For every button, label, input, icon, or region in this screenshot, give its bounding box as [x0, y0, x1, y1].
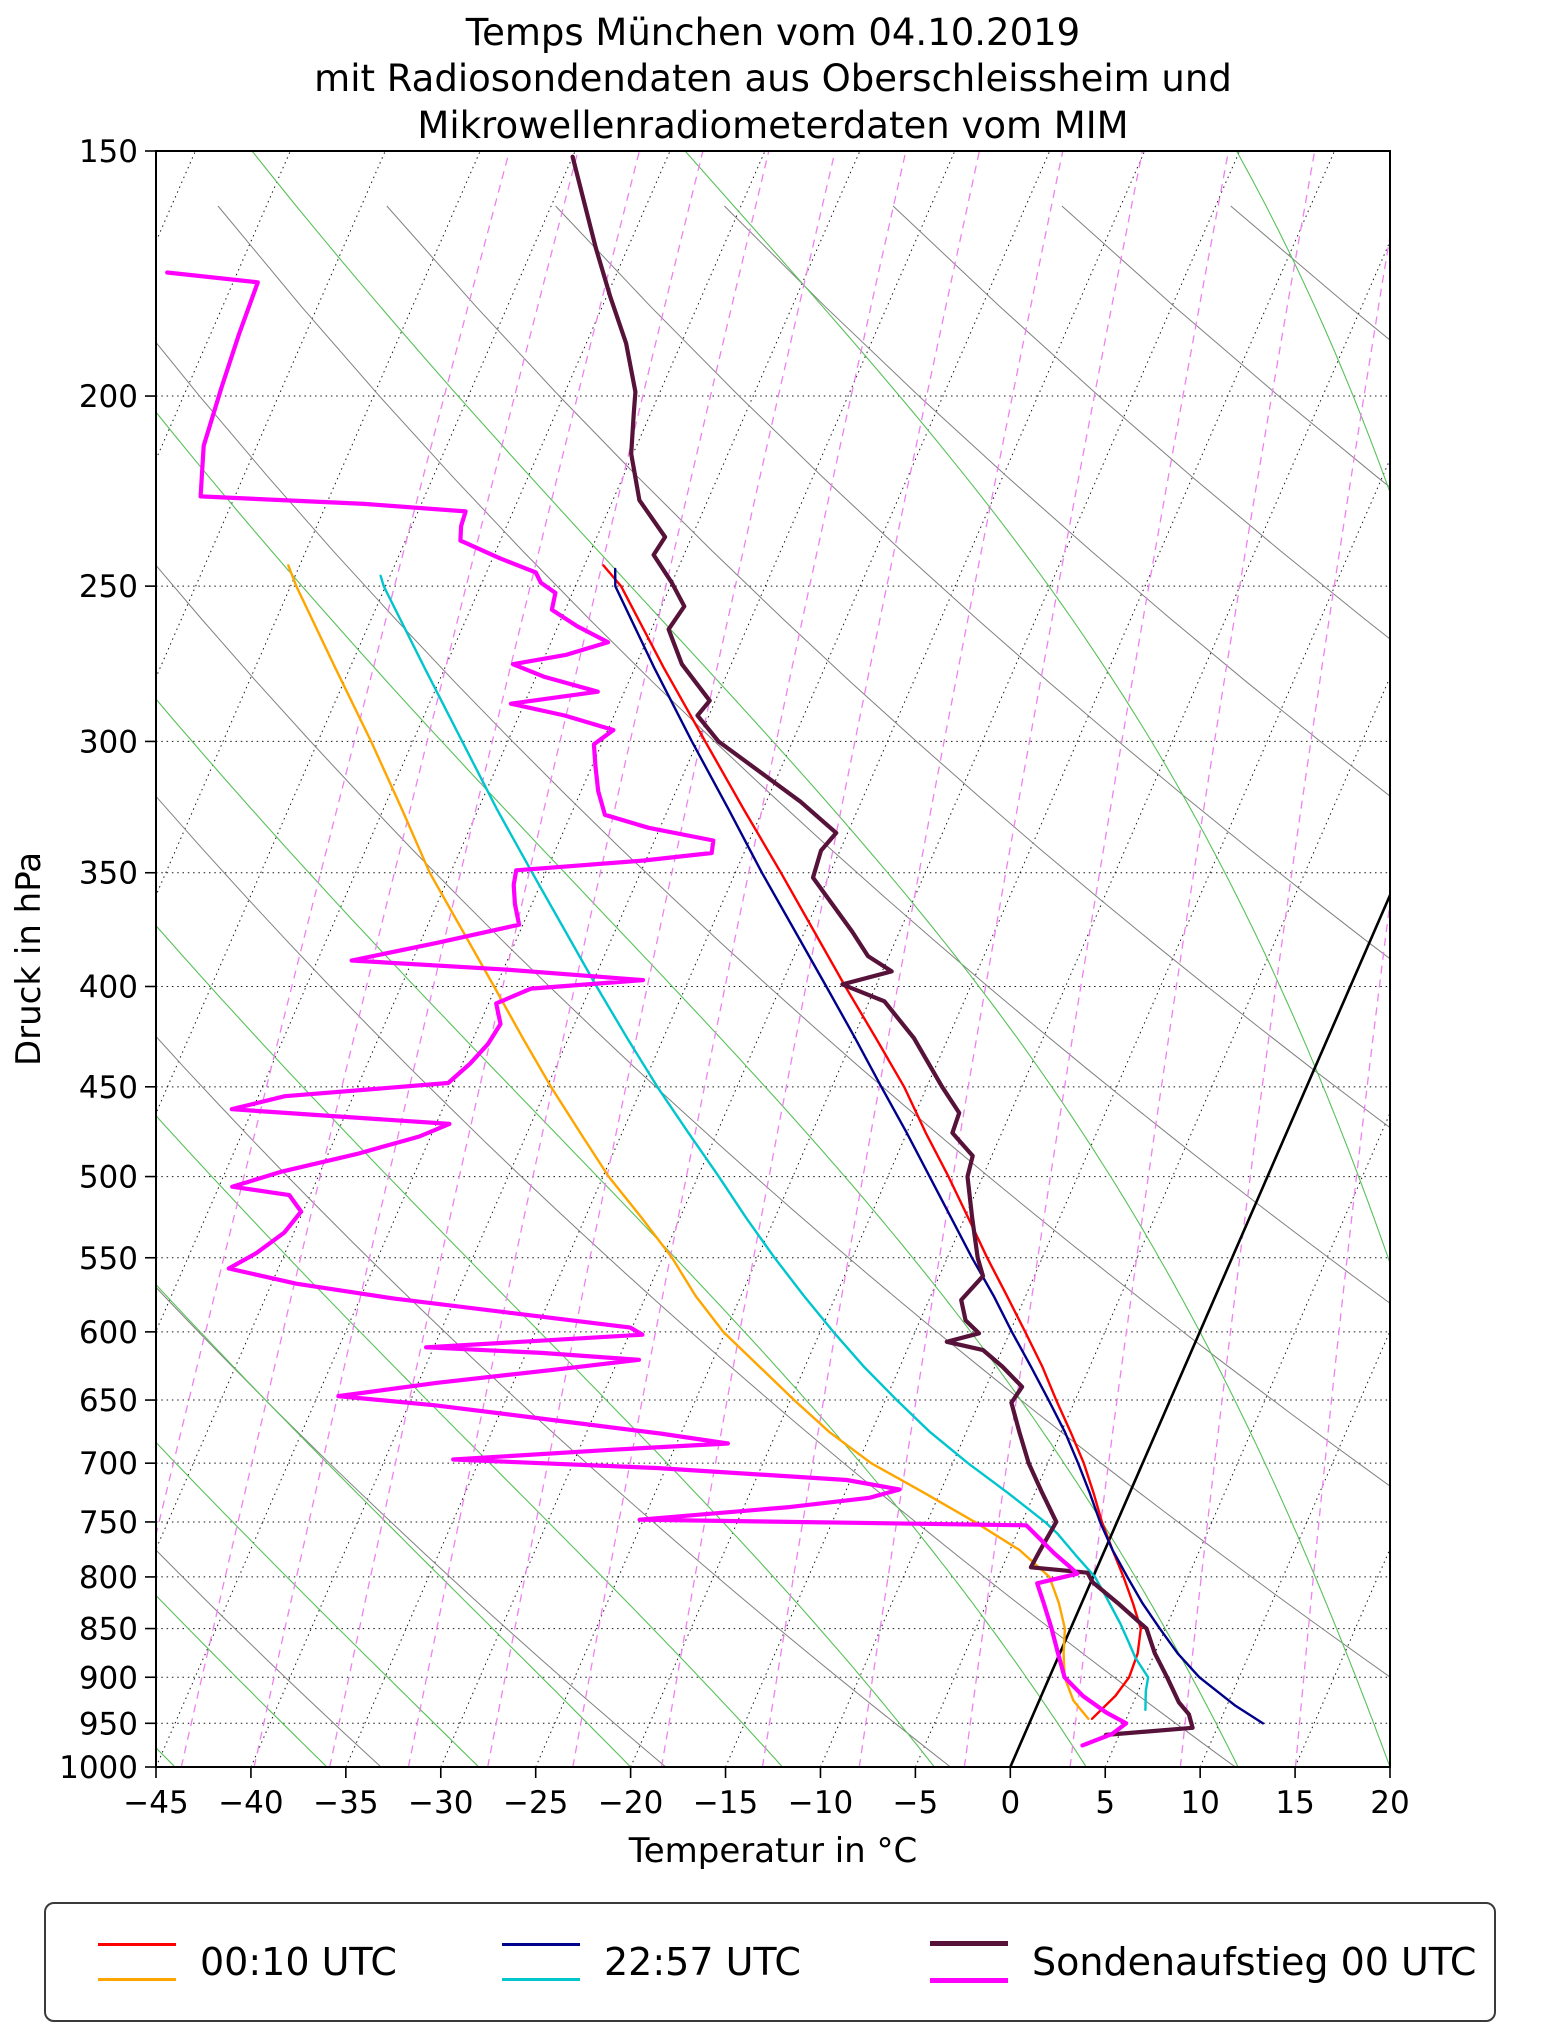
legend-swatch-line	[502, 1943, 580, 1946]
y-tick-label: 250	[79, 569, 138, 605]
series-00-10-utc-taupunkt	[287, 564, 1090, 1720]
x-tick-label: −20	[598, 1785, 663, 1821]
background-grid	[156, 151, 1390, 1767]
legend-swatch	[930, 1941, 1008, 1983]
mixing-ratio-lines	[156, 151, 1390, 1767]
legend-item-label: Sondenaufstieg 00 UTC	[1032, 1940, 1477, 1984]
legend-swatch	[98, 1943, 176, 1981]
y-tick-label: 200	[79, 379, 138, 415]
isotherm-gridlines	[156, 151, 1390, 1767]
x-axis-ticks: −45 −40 −35 −30 −25 −20 −15 −10 −5 0 5 10 15 20	[123, 1767, 1410, 1821]
legend-item-2: Sondenaufstieg 00 UTC	[930, 1904, 1476, 2020]
y-tick-label: 950	[79, 1706, 138, 1742]
y-tick-label: 450	[79, 1070, 138, 1106]
legend-box: 00:10 UTC 22:57 UTC Sondenaufstieg 00 UTC	[44, 1902, 1496, 2022]
y-tick-label: 650	[79, 1383, 138, 1419]
x-axis-label: Temperatur in °C	[628, 1831, 918, 1871]
y-tick-label: 400	[79, 969, 138, 1005]
plot-border	[155, 150, 1391, 1768]
x-tick-label: 0	[1000, 1785, 1020, 1821]
x-tick-label: −15	[693, 1785, 758, 1821]
y-tick-label: 800	[79, 1560, 138, 1596]
y-tick-label: 900	[79, 1660, 138, 1696]
y-tick-label: 550	[79, 1241, 138, 1277]
legend-swatch-line	[98, 1978, 176, 1981]
series-sondenaufstieg-00-utc-temperatur	[570, 154, 1195, 1737]
legend-item-label: 22:57 UTC	[604, 1940, 801, 1984]
sounding-series	[165, 154, 1264, 1748]
x-tick-label: −25	[503, 1785, 568, 1821]
y-tick-label: 500	[79, 1160, 138, 1196]
y-axis-label: Druck in hPa	[9, 852, 49, 1066]
x-tick-label: 15	[1275, 1785, 1314, 1821]
x-tick-label: −45	[123, 1785, 188, 1821]
x-tick-label: −10	[788, 1785, 853, 1821]
x-tick-label: 20	[1370, 1785, 1409, 1821]
x-tick-label: 10	[1180, 1785, 1219, 1821]
moist-adiabats	[156, 151, 1390, 1767]
y-axis-ticks: 150 200 250 300 350 400 450 500 550 600 650 700 750 8…	[59, 134, 156, 1786]
legend-swatch	[502, 1943, 580, 1981]
x-tick-label: −35	[313, 1785, 378, 1821]
legend-swatch-line	[502, 1978, 580, 1981]
legend-swatch-line	[930, 1941, 1008, 1946]
y-tick-label: 300	[79, 724, 138, 760]
skewt-plot: −45 −40 −35 −30 −25 −20 −15 −10 −5 0 5 10 15 20 150 200…	[9, 134, 1410, 1871]
y-tick-label: 700	[79, 1446, 138, 1482]
y-tick-label: 750	[79, 1505, 138, 1541]
legend-swatch-line	[930, 1978, 1008, 1983]
series-00-10-utc-temperatur	[602, 564, 1142, 1720]
pressure-gridlines	[156, 151, 1390, 1767]
x-tick-label: −40	[218, 1785, 283, 1821]
series-sondenaufstieg-00-utc-taupunkt	[165, 270, 1129, 1748]
y-tick-label: 1000	[59, 1750, 138, 1786]
legend-swatch-line	[98, 1943, 176, 1946]
x-tick-label: −30	[408, 1785, 473, 1821]
y-tick-label: 150	[79, 134, 138, 170]
chart-title: Temps München vom 04.10.2019 mit Radioso…	[314, 11, 1232, 147]
legend-item-1: 22:57 UTC	[502, 1904, 801, 2020]
series-22-57-utc-temperatur	[614, 567, 1264, 1725]
y-tick-label: 600	[79, 1315, 138, 1351]
series-22-57-utc-taupunkt	[379, 574, 1150, 1711]
zero-isotherm-line	[1009, 892, 1390, 1767]
x-tick-label: 5	[1095, 1785, 1115, 1821]
legend-item-0: 00:10 UTC	[98, 1904, 397, 2020]
x-tick-label: −5	[893, 1785, 939, 1821]
legend-item-label: 00:10 UTC	[200, 1940, 397, 1984]
y-tick-label: 350	[79, 856, 138, 892]
y-tick-label: 850	[79, 1612, 138, 1648]
